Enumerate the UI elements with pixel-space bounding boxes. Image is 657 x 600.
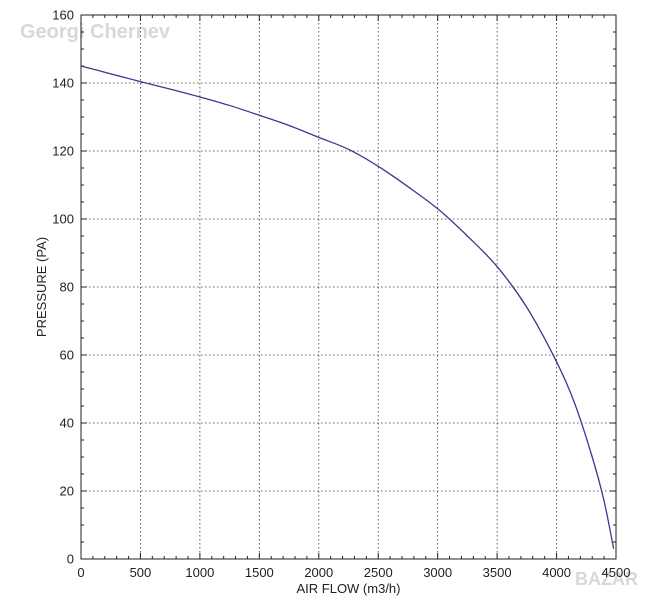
x-tick-label: 1500 — [245, 565, 274, 580]
x-tick-label: 4000 — [542, 565, 571, 580]
watermark-bottom-right: BAZAR — [575, 569, 638, 589]
x-tick-label: 2000 — [304, 565, 333, 580]
x-tick-label: 500 — [130, 565, 152, 580]
plot-frame — [80, 14, 617, 560]
x-axis-title: AIR FLOW (m3/h) — [296, 581, 400, 596]
series-layer — [80, 65, 615, 549]
pressure-curve — [80, 65, 615, 549]
y-tick-label: 20 — [60, 484, 74, 499]
x-tick-label: 2500 — [364, 565, 393, 580]
y-tick-label: 100 — [52, 212, 74, 227]
y-tick-label: 60 — [60, 348, 74, 363]
y-axis-title: PRESSURE (PA) — [34, 237, 49, 337]
x-tick-label: 1000 — [185, 565, 214, 580]
y-tick-label: 160 — [52, 8, 74, 23]
watermark-top-left: Georgi Chernev — [20, 21, 171, 43]
x-tick-label: 0 — [77, 565, 84, 580]
grid — [81, 15, 616, 559]
y-tick-label: 140 — [52, 76, 74, 91]
tick-labels: 0 500 1000 1500 2000 2500 3000 3500 4000 4500 0 20 4… — [52, 8, 630, 581]
x-tick-label: 3000 — [423, 565, 452, 580]
y-tick-label: 120 — [52, 144, 74, 159]
y-tick-label: 80 — [60, 280, 74, 295]
y-tick-label: 40 — [60, 416, 74, 431]
y-tick-label: 0 — [67, 552, 74, 567]
x-tick-label: 3500 — [483, 565, 512, 580]
x-tick-label: 4500 — [602, 565, 631, 580]
